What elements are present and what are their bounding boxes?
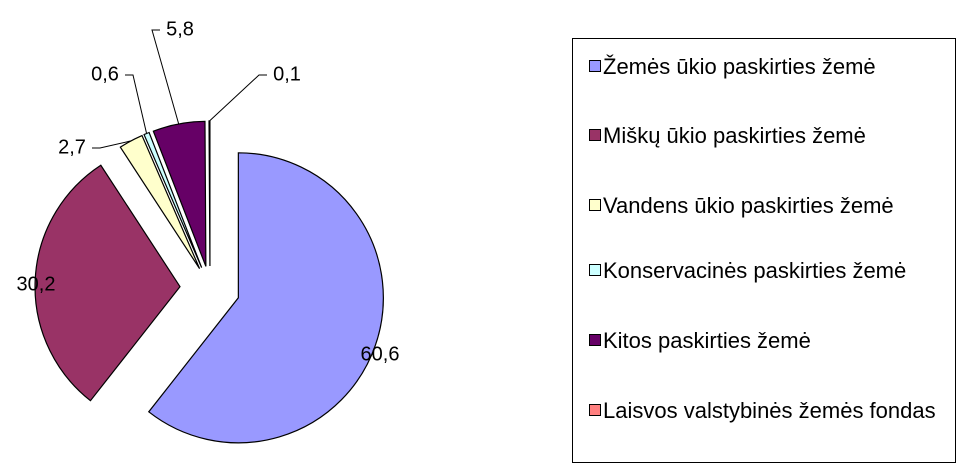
pie-slice xyxy=(143,131,203,268)
legend-swatch xyxy=(589,199,601,211)
data-label: 5,8 xyxy=(166,18,194,40)
leader-line xyxy=(151,29,180,125)
legend-label: Miškų ūkio paskirties žemė xyxy=(603,123,866,148)
data-label: 0,6 xyxy=(91,63,119,85)
pie-slice xyxy=(208,120,211,267)
legend-label: Laisvos valstybinės žemės fondas xyxy=(603,398,936,423)
pie-slice xyxy=(34,164,181,402)
legend-swatch xyxy=(589,334,601,346)
legend-swatch xyxy=(589,129,601,141)
data-label: 30,2 xyxy=(17,273,56,295)
legend: Žemės ūkio paskirties žemė Miškų ūkio pas… xyxy=(572,38,956,463)
data-label: 60,6 xyxy=(361,343,400,365)
legend-swatch xyxy=(589,404,601,416)
legend-label: Kitos paskirties žemė xyxy=(603,328,811,353)
data-label: 0,1 xyxy=(273,63,301,85)
legend-swatch xyxy=(589,264,601,276)
legend-label: Žemės ūkio paskirties žemė xyxy=(603,54,876,79)
leader-line xyxy=(209,74,267,122)
pie-slice xyxy=(147,152,384,444)
data-label: 2,7 xyxy=(58,136,86,158)
legend-swatch xyxy=(589,60,601,72)
pie-slice xyxy=(152,120,207,267)
leader-line xyxy=(92,140,132,149)
legend-label: Konservacinės paskirties žemė xyxy=(603,258,907,283)
chart: 60,6 30,2 2,7 0,6 5,8 0,1 xyxy=(17,18,400,444)
leader-line xyxy=(125,74,148,134)
legend-label: Vandens ūkio paskirties žemė xyxy=(603,193,894,218)
